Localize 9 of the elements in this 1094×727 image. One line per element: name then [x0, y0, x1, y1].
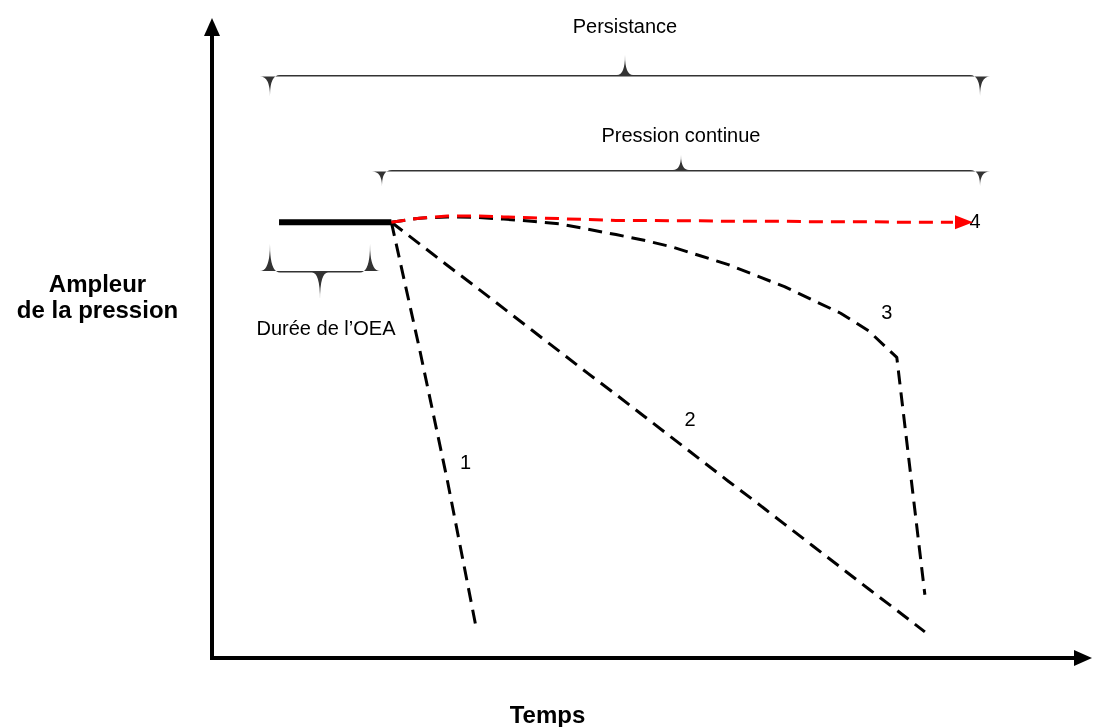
series-label: 3 [881, 300, 893, 323]
y-axis-title: Ampleur de la pression [16, 269, 179, 323]
annotation: Durée de l’OEA [256, 317, 397, 340]
series-label: 1 [459, 451, 472, 474]
text: Persistance [572, 15, 678, 38]
series-label: 2 [684, 407, 696, 430]
x-axis-title: Temps [509, 700, 586, 727]
text: Pression continue [601, 124, 761, 147]
legend-label: 4 [969, 210, 981, 233]
